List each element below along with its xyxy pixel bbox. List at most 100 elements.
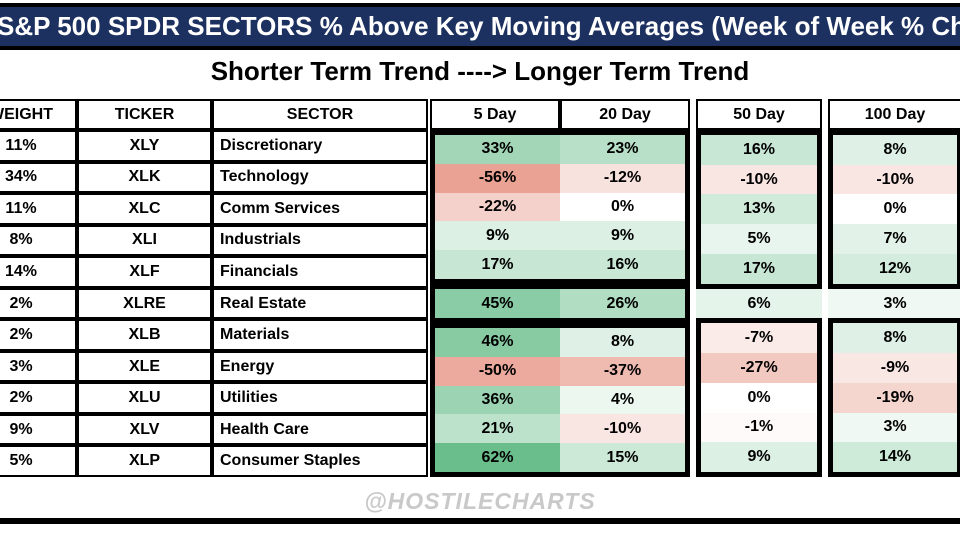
ticker-cell: XLK [77,161,212,194]
value-cell-d50: -1% [701,412,817,443]
ticker-cell: XLB [77,319,212,351]
column-header-ticker: TICKER [77,99,212,130]
value-cell-d100: 14% [833,442,957,473]
watermark: @HOSTILECHARTS [364,488,596,514]
value-cell-d5: 62% [435,443,560,472]
value-cell-d100: 8% [833,323,957,354]
value-row: 36% 4% [435,385,685,415]
value-row: 7% [833,224,957,254]
value-cell-d20: 23% [560,135,685,164]
sector-cell: Health Care [212,413,428,446]
table-row: 8% XLI Industrials [0,224,428,257]
value-cell-d100: 7% [833,224,957,254]
weight-cell: 34% [0,161,77,194]
value-cell-d100: 8% [833,135,957,165]
value-row: 16% [701,135,817,165]
table-row: 2% XLU Utilities [0,382,428,414]
sector-cell: Utilities [212,382,428,414]
value-cell-d20: 9% [560,221,685,251]
value-cell-d5: 45% [435,289,560,318]
ticker-cell: XLE [77,350,212,383]
value-cell-d50: -10% [701,164,817,195]
column-header-sector: SECTOR [212,99,428,130]
value-cell-d100: 0% [833,194,957,225]
value-row: 5% [701,224,817,254]
value-row-ungrouped: 3% [828,288,960,319]
table-row: 2% XLB Materials [0,319,428,351]
column-header-weight: WEIGHT [0,99,77,130]
table-row: 11% XLY Discretionary [0,130,428,162]
value-cell-d20: -37% [560,356,685,386]
value-cell-d50: 6% [696,288,822,319]
page-title: S&P 500 SPDR SECTORS % Above Key Moving … [0,11,960,41]
value-cell-d5: 36% [435,385,560,415]
block-50-day: 16% -10% 13% 5% 17% 6% -7% -27% 0% -1% 9% [696,130,822,478]
value-group-box: 46% 8% -50% -37% 36% 4% 21% -10% 62% 15% [430,322,690,477]
value-row: 33% 23% [435,135,685,164]
value-row: 45% 26% [435,289,685,318]
weight-cell: 11% [0,193,77,225]
ticker-cell: XLP [77,445,212,478]
table-row: 34% XLK Technology [0,161,428,194]
value-row: 0% [701,382,817,413]
sector-cell: Materials [212,319,428,351]
value-cell-d50: 9% [701,442,817,473]
value-cell-d5: 46% [435,327,560,357]
sector-cell: Discretionary [212,130,428,162]
value-cell-d20: 26% [560,289,685,318]
title-bar: S&P 500 SPDR SECTORS % Above Key Moving … [0,3,960,50]
value-cell-d20: 15% [560,443,685,472]
value-cell-d100: 3% [828,288,960,319]
value-row: -27% [701,353,817,383]
value-cell-d50: 16% [701,135,817,165]
value-cell-d5: 21% [435,414,560,444]
value-row: 6% [696,288,822,319]
value-cell-d100: -9% [833,353,957,383]
value-group-box: -7% -27% 0% -1% 9% [696,318,822,478]
value-row: 8% [833,135,957,165]
value-row: 9% 9% [435,221,685,251]
value-cell-d50: 5% [701,224,817,254]
sector-cell: Financials [212,256,428,288]
value-row: -56% -12% [435,163,685,193]
value-group-box: 45% 26% [430,284,690,323]
table-row: 14% XLF Financials [0,256,428,288]
value-row: -19% [833,382,957,413]
value-cell-d5: 17% [435,250,560,280]
value-cell-d5: -56% [435,163,560,193]
value-row: 17% [701,253,817,284]
value-group-box: 16% -10% 13% 5% 17% [696,130,822,289]
value-cell-d5: 33% [435,135,560,164]
value-row: 46% 8% [435,327,685,357]
table-row: 5% XLP Consumer Staples [0,445,428,478]
value-group-box: 33% 23% -56% -12% -22% 0% 9% 9% 17% 16% [430,130,690,285]
weight-cell: 5% [0,445,77,478]
column-header-5day: 5 Day [430,99,560,130]
ticker-cell: XLV [77,413,212,446]
weight-cell: 2% [0,382,77,414]
value-row: -1% [701,412,817,443]
value-row: -7% [701,323,817,354]
value-row: 62% 15% [435,443,685,472]
value-cell-d100: -10% [833,164,957,195]
value-row: 3% [828,288,960,319]
value-group-box: 8% -9% -19% 3% 14% [828,318,960,478]
weight-cell: 14% [0,256,77,288]
sector-cell: Industrials [212,224,428,257]
weight-cell: 8% [0,224,77,257]
column-header-100day: 100 Day [828,99,960,130]
ticker-cell: XLC [77,193,212,225]
ticker-cell: XLU [77,382,212,414]
value-cell-d50: -27% [701,353,817,383]
weight-cell: 9% [0,413,77,446]
left-columns-body: 11% XLY Discretionary 34% XLK Technology 11% XL… [0,130,428,478]
ticker-cell: XLRE [77,287,212,320]
value-cell-d20: 16% [560,250,685,280]
value-cell-d20: 0% [560,192,685,222]
value-cell-d50: 0% [701,382,817,413]
sector-cell: Technology [212,161,428,194]
value-row: 8% [833,323,957,354]
weight-cell: 3% [0,350,77,383]
value-row: 17% 16% [435,250,685,280]
value-row: 9% [701,442,817,473]
